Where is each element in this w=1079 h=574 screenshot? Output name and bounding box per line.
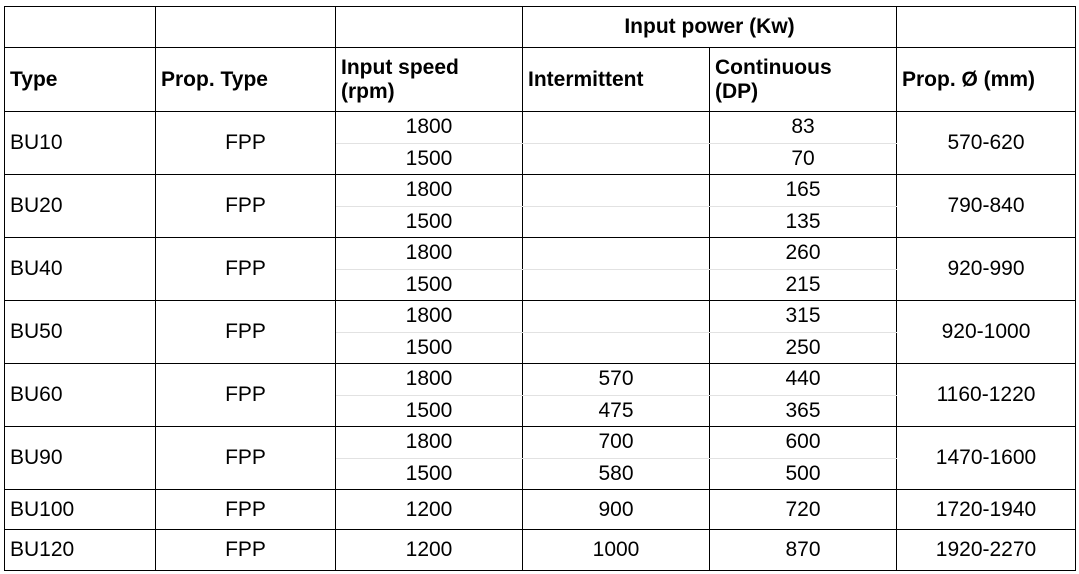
intermittent-cell: 570 [522,363,710,396]
group-header: Input power (Kw) [522,6,897,48]
intermittent-cell [522,142,710,175]
data-row: BU20 FPP 1800 165 790-840 [4,174,1076,238]
continuous-cell: 720 [709,489,897,530]
header-cell [4,6,156,48]
speed-cell: 1800 [335,111,523,144]
header-text: Intermittent [528,67,644,91]
intermittent-cell [522,205,710,238]
header-text: Input speed (rpm) [341,55,459,103]
intermittent-cell [522,237,710,270]
continuous-cell: 870 [709,529,897,571]
continuous-cell: 365 [709,394,897,427]
speed-cell: 1500 [335,331,523,364]
data-row: BU40 FPP 1800 260 920-990 [4,237,1076,301]
type-cell: BU100 [4,489,156,530]
column-header: Input speed (rpm) [335,47,523,112]
data-row: 1500 475 365 [5,394,1076,427]
prop-type-cell: FPP [155,426,336,490]
diameter-cell: 1720-1940 [896,489,1076,530]
header-row: Input power (Kw) [4,6,1076,48]
diameter-cell: 1470-1600 [896,426,1076,490]
intermittent-cell: 900 [522,489,710,530]
speed-cell: 1200 [335,529,523,571]
speed-cell: 1800 [335,300,523,333]
type-cell: BU60 [4,363,156,427]
intermittent-cell: 475 [522,394,710,427]
continuous-cell: 165 [709,174,897,207]
header-row: Type Prop. Type Input speed (rpm) Intermitt… [4,47,1076,112]
continuous-cell: 135 [709,205,897,238]
diameter-cell: 1920-2270 [896,529,1076,571]
speed-cell: 1800 [335,363,523,396]
data-row: 1500 215 [5,268,1076,301]
continuous-cell: 215 [709,268,897,301]
continuous-cell: 315 [709,300,897,333]
type-cell: BU50 [4,300,156,364]
prop-type-cell: FPP [155,174,336,238]
spec-table: Input power (Kw) Type Prop. Type Input spee… [4,6,1076,571]
data-row: 1500 135 [5,205,1076,238]
prop-type-cell: FPP [155,489,336,530]
speed-cell: 1800 [335,237,523,270]
continuous-cell: 70 [709,142,897,175]
diameter-cell: 920-1000 [896,300,1076,364]
speed-cell: 1500 [335,142,523,175]
continuous-cell: 440 [709,363,897,396]
speed-cell: 1200 [335,489,523,530]
type-cell: BU40 [4,237,156,301]
prop-type-cell: FPP [155,237,336,301]
intermittent-cell [522,174,710,207]
diameter-cell: 920-990 [896,237,1076,301]
column-header: Prop. Ø (mm) [896,47,1076,112]
speed-cell: 1500 [335,205,523,238]
speed-cell: 1800 [335,174,523,207]
continuous-cell: 83 [709,111,897,144]
data-row: BU50 FPP 1800 315 920-1000 [4,300,1076,364]
column-header: Prop. Type [155,47,336,112]
prop-type-cell: FPP [155,363,336,427]
type-cell: BU90 [4,426,156,490]
intermittent-cell [522,300,710,333]
continuous-cell: 500 [709,457,897,490]
speed-cell: 1500 [335,394,523,427]
header-text: Type [10,67,58,91]
type-cell: BU10 [4,111,156,175]
data-row: BU10 FPP 1800 83 570-620 [4,111,1076,175]
speed-cell: 1500 [335,268,523,301]
column-header: Intermittent [522,47,710,112]
data-row: BU100 FPP 1200 900 720 1720-1940 [4,489,1076,530]
data-row: BU120 FPP 1200 1000 870 1920-2270 [4,529,1076,571]
type-cell: BU120 [4,529,156,571]
diameter-cell: 570-620 [896,111,1076,175]
header-text: Prop. Ø (mm) [902,67,1036,91]
column-header: Continuous (DP) [709,47,897,112]
diameter-cell: 790-840 [896,174,1076,238]
intermittent-cell [522,331,710,364]
continuous-cell: 260 [709,237,897,270]
type-cell: BU20 [4,174,156,238]
column-header: Type [4,47,156,112]
speed-cell: 1500 [335,457,523,490]
header-cell [155,6,336,48]
prop-type-cell: FPP [155,300,336,364]
intermittent-cell [522,111,710,144]
intermittent-cell: 580 [522,457,710,490]
header-cell [335,6,523,48]
intermittent-cell [522,268,710,301]
diameter-cell: 1160-1220 [896,363,1076,427]
header-text: Continuous (DP) [715,55,832,103]
header-cell [896,6,1076,48]
continuous-cell: 250 [709,331,897,364]
continuous-cell: 600 [709,426,897,459]
data-row: BU90 FPP 1800 700 600 1470-1600 [4,426,1076,490]
intermittent-cell: 700 [522,426,710,459]
header-text: Prop. Type [161,67,268,91]
speed-cell: 1800 [335,426,523,459]
prop-type-cell: FPP [155,529,336,571]
data-row: BU60 FPP 1800 570 440 1160-1220 [4,363,1076,427]
intermittent-cell: 1000 [522,529,710,571]
prop-type-cell: FPP [155,111,336,175]
